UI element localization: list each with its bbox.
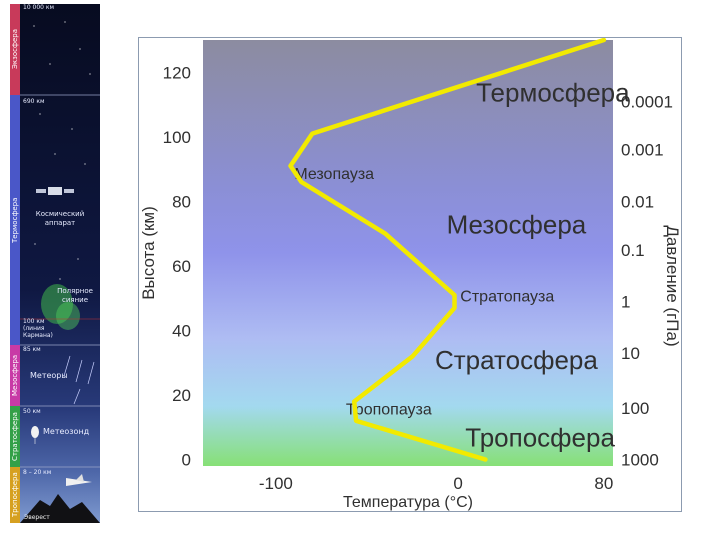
layer-exosphere: Экзосфера — [10, 4, 20, 95]
temperature-profile-point — [411, 354, 415, 358]
pressure-tick-label: 0.001 — [621, 141, 664, 160]
y-tick-label: 120 — [163, 63, 191, 82]
pressure-tick-label: 1000 — [621, 451, 659, 470]
airplane-graphic — [66, 474, 92, 486]
x-tick-label: 0 — [453, 474, 462, 493]
region-label: Термосфера — [476, 77, 630, 107]
region-label: Мезосфера — [447, 210, 587, 240]
x-axis-title: Температура (°C) — [343, 494, 473, 511]
layer-dividers — [20, 94, 100, 468]
meteors-label: Метеоры — [30, 371, 68, 380]
pressure-tick-label: 10 — [621, 344, 640, 363]
y-tick-label: 80 — [172, 192, 191, 211]
temperature-profile-point — [452, 306, 456, 310]
meteors-graphic — [63, 355, 95, 405]
temperature-profile-point — [452, 293, 456, 297]
aurora-label-2: сияние — [61, 296, 89, 304]
layer-troposphere: Тропосфера — [10, 467, 20, 523]
y-axis-title: Высота (км) — [139, 206, 158, 300]
stars — [33, 21, 91, 280]
spacecraft-label-1: Космический — [35, 210, 85, 218]
aurora-graphic — [41, 284, 80, 330]
everest-label: Эверест — [24, 514, 50, 521]
temperature-profile-point — [299, 180, 303, 184]
region-label: Стратосфера — [435, 345, 598, 375]
y-tick-label: 20 — [172, 386, 191, 405]
spacecraft-graphic — [36, 187, 74, 195]
altitude-top: 10 000 км — [23, 4, 55, 11]
region-label: Тропопауза — [346, 401, 432, 418]
y-tick-label: 0 — [182, 451, 191, 470]
temperature-profile-point — [352, 399, 356, 403]
altitude-karman: 100 км — [23, 318, 45, 325]
pressure-tick-label: 1 — [621, 292, 630, 311]
layer-stratosphere: Стратосфера — [10, 406, 20, 467]
region-label: Тропосфера — [465, 423, 615, 453]
balloon-label: Метеозонд — [43, 427, 90, 436]
everest-graphic — [20, 494, 100, 523]
pressure-tick-label: 0.01 — [621, 192, 654, 211]
altitude-thermo: 690 км — [23, 98, 45, 105]
x-tick-label: -100 — [259, 474, 293, 493]
temperature-altitude-chart: 0 20 40 60 80 100 120 -100 0 80 1000 100 10 1 0.1 0.0… — [138, 37, 682, 512]
temperature-profile-point — [383, 232, 387, 236]
spacecraft-label-2: аппарат — [44, 219, 76, 227]
region-label: Стратопауза — [460, 288, 554, 305]
temperature-profile-point — [288, 164, 292, 168]
pressure-tick-label: 100 — [621, 399, 649, 418]
karman-note-2: Кармана) — [23, 332, 53, 339]
chart-svg: 0 20 40 60 80 100 120 -100 0 80 1000 100 10 1 0.1 0.0… — [139, 38, 681, 511]
temperature-profile-point — [602, 38, 606, 42]
y-tick-label: 60 — [172, 257, 191, 276]
atmosphere-layers-strip: Экзосфера Термосфера Мезосфера Стратосфе… — [10, 4, 100, 523]
altitude-tropo: 8 – 20 км — [23, 469, 52, 476]
temperature-profile-point — [483, 458, 487, 462]
y-tick-label: 40 — [172, 321, 191, 340]
y-tick-label: 100 — [163, 128, 191, 147]
aurora-label-1: Полярное — [57, 287, 93, 295]
layer-thermosphere: Термосфера — [10, 95, 20, 345]
layer-mesosphere: Мезосфера — [10, 345, 20, 406]
balloon-graphic — [31, 426, 39, 444]
altitude-strato: 50 км — [23, 408, 41, 415]
pressure-axis-title: Давление (гПа) — [663, 225, 681, 346]
pressure-tick-label: 0.1 — [621, 241, 645, 260]
strip-background — [10, 4, 100, 523]
altitude-meso: 85 км — [23, 346, 41, 353]
temperature-profile-point — [310, 132, 314, 136]
temperature-profile-point — [354, 419, 358, 423]
karman-note-1: (линия — [23, 325, 45, 332]
region-label: Мезопауза — [294, 166, 374, 183]
pressure-tick-label: 0.0001 — [621, 92, 673, 111]
x-tick-label: 80 — [594, 474, 613, 493]
